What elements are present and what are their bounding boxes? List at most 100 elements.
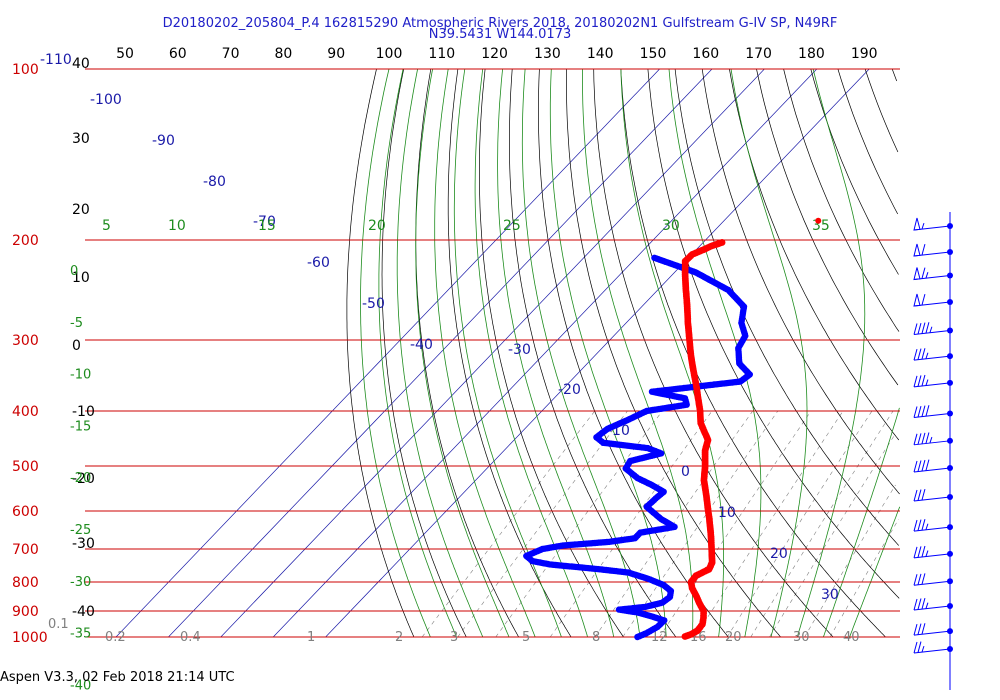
moist-adiabat-line bbox=[474, 68, 588, 638]
wind-barb-full bbox=[925, 405, 930, 417]
pressure-tick-label: 400 bbox=[12, 404, 39, 420]
moist-adiabat-left-label: 0 bbox=[70, 264, 78, 279]
wind-barb-full bbox=[917, 623, 922, 635]
moist-adiabat-label: 5 bbox=[102, 218, 111, 234]
mixing-ratio-label: 0.1 bbox=[48, 617, 69, 632]
isotherm-line bbox=[115, 68, 660, 638]
top-axis-tick-label: 140 bbox=[587, 46, 614, 62]
wind-barb-full bbox=[917, 573, 922, 585]
pressure-tick-label: 1000 bbox=[12, 630, 48, 646]
top-axis-tick-label: 90 bbox=[327, 46, 345, 62]
wind-barb-half bbox=[921, 222, 925, 230]
wind-barb-half bbox=[925, 550, 929, 557]
top-axis-tick-label: 80 bbox=[274, 46, 292, 62]
moist-adiabat-label: 10 bbox=[168, 218, 186, 234]
left-temperature-tick-label: 20 bbox=[72, 202, 90, 218]
wind-barb-shaft bbox=[913, 553, 951, 559]
pressure-tick-label: 600 bbox=[12, 504, 39, 520]
wind-barb-shaft bbox=[913, 413, 951, 419]
mixing-ratio-label: 0.4 bbox=[180, 630, 201, 645]
isotherm-label: -100 bbox=[90, 92, 122, 108]
moist-adiabat-label: 25 bbox=[503, 218, 521, 234]
mixing-ratio-label: 20 bbox=[725, 630, 742, 645]
wind-barb-full bbox=[917, 348, 922, 360]
wind-barb-flag bbox=[913, 267, 921, 281]
mixing-ratio-label: 2 bbox=[395, 630, 403, 645]
pressure-tick-label: 100 bbox=[12, 62, 39, 78]
dry-adiabat-line bbox=[729, 68, 900, 441]
pressure-tick-label: 800 bbox=[12, 575, 39, 591]
dry-adiabat-line bbox=[447, 68, 572, 638]
moist-adiabat-line bbox=[378, 68, 457, 638]
wind-barb-full bbox=[917, 546, 922, 558]
wind-barb-half bbox=[925, 352, 929, 359]
wind-barb-full bbox=[921, 597, 926, 610]
wind-barb-full bbox=[921, 374, 926, 387]
wind-barb-flag bbox=[913, 243, 921, 257]
top-axis-tick-label: 60 bbox=[169, 46, 187, 62]
mixing-ratio-label: 40 bbox=[843, 630, 860, 645]
moist-adiabat-line bbox=[730, 68, 808, 638]
top-axis-tick-label: 190 bbox=[851, 46, 878, 62]
top-axis-tick-label: 150 bbox=[640, 46, 667, 62]
moist-adiabat-line bbox=[396, 68, 484, 638]
moist-adiabat-left-label: -30 bbox=[70, 575, 91, 590]
moist-adiabat-left-label: -25 bbox=[70, 523, 91, 538]
wind-barb-full bbox=[921, 459, 926, 472]
top-axis-tick-label: 110 bbox=[428, 46, 455, 62]
wind-barb-shaft bbox=[913, 467, 951, 473]
wind-barb-full bbox=[913, 348, 918, 361]
dry-adiabat-line bbox=[620, 68, 886, 638]
moist-adiabat-left-label: -40 bbox=[70, 678, 91, 693]
moist-adiabat-line bbox=[453, 68, 562, 638]
wind-barb-shaft bbox=[913, 648, 951, 654]
dry-adiabat-line bbox=[479, 68, 624, 638]
isotherm-line bbox=[220, 68, 765, 638]
wind-barb-full bbox=[917, 375, 922, 387]
wind-barb-full bbox=[913, 519, 918, 532]
wind-barb-full bbox=[917, 489, 922, 501]
wind-barb-full bbox=[921, 573, 926, 585]
isotherm-label: -80 bbox=[203, 174, 226, 190]
wind-barb-full bbox=[913, 406, 918, 418]
dry-adiabat-line bbox=[674, 68, 899, 546]
isotherm-label: -70 bbox=[253, 214, 276, 230]
dry-adiabat-grid bbox=[346, 68, 900, 638]
mixing-ratio-line bbox=[726, 410, 873, 638]
wind-barb-shaft bbox=[913, 355, 951, 361]
wind-barb-full bbox=[917, 460, 922, 472]
moist-adiabat-line bbox=[434, 68, 536, 638]
left-temperature-tick-label: -40 bbox=[72, 604, 95, 620]
wind-barb-half bbox=[921, 645, 925, 653]
wind-barb-full bbox=[917, 322, 922, 335]
top-axis-tick-label: 180 bbox=[798, 46, 825, 62]
footer-version-timestamp: Aspen V3.3, 02 Feb 2018 21:14 UTC bbox=[0, 670, 235, 685]
wind-barb-full bbox=[913, 323, 918, 335]
dry-adiabat-line bbox=[701, 68, 900, 495]
mixing-ratio-label: 1 bbox=[307, 630, 315, 645]
wind-barb-full bbox=[913, 546, 918, 558]
moist-adiabat-line bbox=[582, 68, 694, 637]
wind-barb-full bbox=[921, 405, 926, 417]
isotherm-line bbox=[272, 68, 818, 638]
pressure-tick-label: 200 bbox=[12, 233, 39, 249]
left-temperature-tick-label: 10 bbox=[72, 270, 90, 286]
isotherm-label: -40 bbox=[410, 337, 433, 353]
wind-barb-full bbox=[921, 432, 926, 445]
wind-barb-shaft bbox=[913, 382, 951, 388]
isobar-grid bbox=[85, 68, 900, 638]
isotherm-grid bbox=[115, 68, 870, 638]
moist-adiabat-line bbox=[668, 68, 762, 638]
left-temperature-tick-label: 30 bbox=[72, 131, 90, 147]
wind-barb-full bbox=[913, 641, 918, 654]
isotherm-label: -20 bbox=[558, 382, 581, 398]
isotherm-label: -60 bbox=[307, 255, 330, 271]
wind-barb-full bbox=[921, 243, 926, 256]
mixing-ratio-label: 3 bbox=[450, 630, 458, 645]
dewpoint-trace bbox=[523, 254, 753, 641]
wind-barb-half bbox=[925, 523, 929, 530]
temperature-trace bbox=[681, 217, 822, 640]
moist-adiabat-label: 30 bbox=[662, 218, 680, 234]
top-axis-tick-label: 100 bbox=[376, 46, 403, 62]
